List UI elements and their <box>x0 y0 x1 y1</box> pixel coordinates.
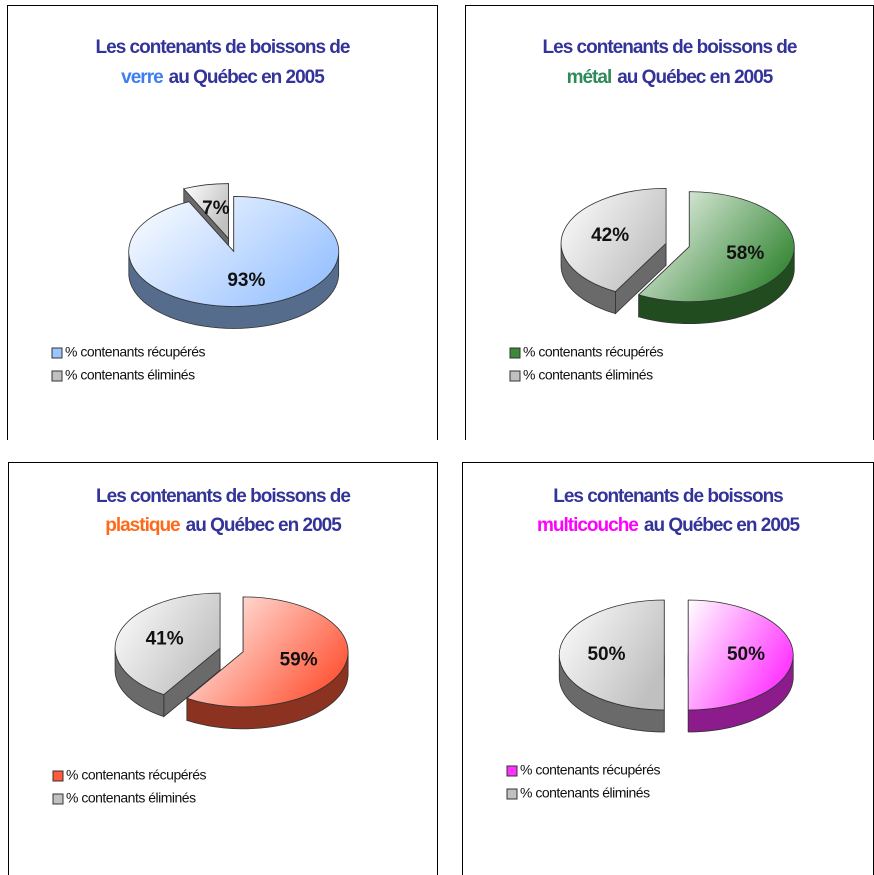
legend-swatch <box>509 347 521 359</box>
legend-swatch <box>506 788 518 800</box>
chart-title: Les contenants de boissons de <box>96 486 350 507</box>
chart-title: métal au Québec en 2005 <box>567 67 774 88</box>
legend-swatch <box>51 347 63 359</box>
pie-tops <box>128 183 340 307</box>
data-label: 7% <box>202 198 230 219</box>
data-label: 42% <box>591 225 629 246</box>
legend-label: % contenants récupérés <box>66 767 206 783</box>
legend-label: % contenants éliminés <box>523 367 653 383</box>
title-rest: au Québec en 2005 <box>169 67 326 88</box>
pie-tops <box>114 592 349 708</box>
title-rest: au Québec en 2005 <box>644 515 801 536</box>
legend-swatch <box>506 765 518 777</box>
chart-title: multicouche au Québec en 2005 <box>537 515 800 536</box>
chart-title: Les contenants de boissons de <box>96 37 350 58</box>
title-highlight: multicouche <box>537 515 638 536</box>
title-rest: au Québec en 2005 <box>617 67 774 88</box>
legend-label: % contenants récupérés <box>65 344 205 360</box>
chart-title: verre au Québec en 2005 <box>121 67 325 88</box>
legend-swatch <box>52 770 64 782</box>
title-highlight: verre <box>121 67 163 88</box>
pie-slice <box>687 599 794 711</box>
chart: Les contenants de boissons de plastique au… <box>8 462 438 875</box>
chart-title: Les contenants de boissons <box>553 486 783 507</box>
title-highlight: plastique <box>105 515 180 536</box>
pie-slice <box>183 183 229 240</box>
chart-title: Les contenants de boissons de <box>543 37 797 58</box>
chart: Les contenants de boissons multicouche au … <box>462 462 874 875</box>
pie-slice <box>128 196 340 307</box>
chart-frame <box>465 5 874 440</box>
legend-swatch <box>51 370 63 382</box>
legend-label: % contenants éliminés <box>520 785 650 801</box>
legend-label: % contenants récupérés <box>520 762 660 778</box>
title-highlight: métal <box>567 67 612 88</box>
pie-slice <box>560 187 667 293</box>
pie-slice <box>114 592 221 696</box>
pie-tops <box>558 599 794 711</box>
pie-tops <box>560 187 795 303</box>
chart: Les contenants de boissons de verre au Qué… <box>7 5 438 440</box>
legend-swatch <box>509 370 521 382</box>
data-label: 50% <box>587 644 625 665</box>
legend-label: % contenants récupérés <box>523 344 663 360</box>
data-label: 50% <box>727 644 765 665</box>
legend-label: % contenants éliminés <box>65 367 195 383</box>
chart-frame <box>462 462 874 875</box>
pie-slice <box>186 596 349 708</box>
title-rest: au Québec en 2005 <box>186 515 343 536</box>
chart: Les contenants de boissons de métal au Qué… <box>465 5 874 440</box>
data-label: 93% <box>227 270 265 291</box>
chart-title: plastique au Québec en 2005 <box>105 515 342 536</box>
legend-swatch <box>52 793 64 805</box>
data-label: 41% <box>146 629 184 650</box>
data-label: 58% <box>726 243 764 264</box>
pie-slice <box>558 599 665 711</box>
legend-label: % contenants éliminés <box>66 790 196 806</box>
pie-slice <box>637 191 795 303</box>
data-label: 59% <box>280 649 318 670</box>
